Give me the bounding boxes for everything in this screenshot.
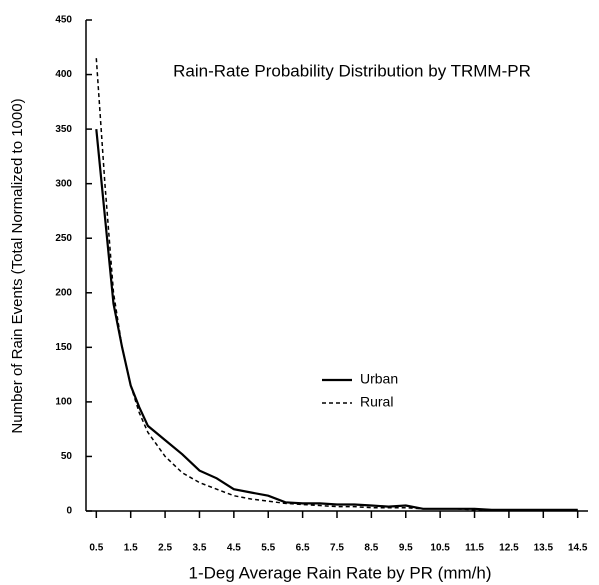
x-tick-label: 6.5	[296, 543, 310, 554]
y-tick-label: 450	[55, 15, 72, 26]
legend-label: Urban	[360, 371, 398, 387]
x-tick-label: 12.5	[499, 543, 519, 554]
data-line	[95, 128, 578, 511]
x-tick-label: 11.5	[465, 543, 484, 554]
x-tick-label: 1.5	[124, 543, 138, 554]
x-tick-label: 0.5	[89, 543, 103, 554]
y-tick-label: 50	[61, 451, 73, 462]
y-tick-label: 0	[66, 506, 72, 517]
x-tick-label: 3.5	[193, 543, 207, 554]
legend-label: Rural	[360, 394, 393, 410]
x-tick-label: 2.5	[158, 543, 172, 554]
x-axis-label: 1-Deg Average Rain Rate by PR (mm/h)	[189, 563, 492, 582]
y-tick-label: 350	[55, 124, 72, 135]
y-axis-label: Number of Rain Events (Total Normalized …	[9, 98, 26, 433]
y-tick-label: 400	[55, 69, 72, 80]
x-tick-label: 5.5	[261, 543, 275, 554]
x-tick-label: 10.5	[430, 543, 450, 554]
data-line	[95, 58, 578, 511]
y-tick-label: 150	[55, 342, 72, 353]
x-tick-label: 4.5	[227, 543, 241, 554]
x-tick-label: 13.5	[534, 543, 554, 554]
y-tick-label: 300	[55, 178, 72, 189]
x-tick-label: 14.5	[568, 543, 588, 554]
y-tick-label: 100	[55, 397, 72, 408]
x-tick-label: 8.5	[364, 543, 378, 554]
chart-title: Rain-Rate Probability Distribution by TR…	[173, 61, 531, 80]
y-tick-label: 250	[55, 233, 72, 244]
x-tick-label: 9.5	[399, 543, 413, 554]
x-tick-label: 7.5	[330, 543, 344, 554]
y-tick-label: 200	[55, 287, 72, 298]
